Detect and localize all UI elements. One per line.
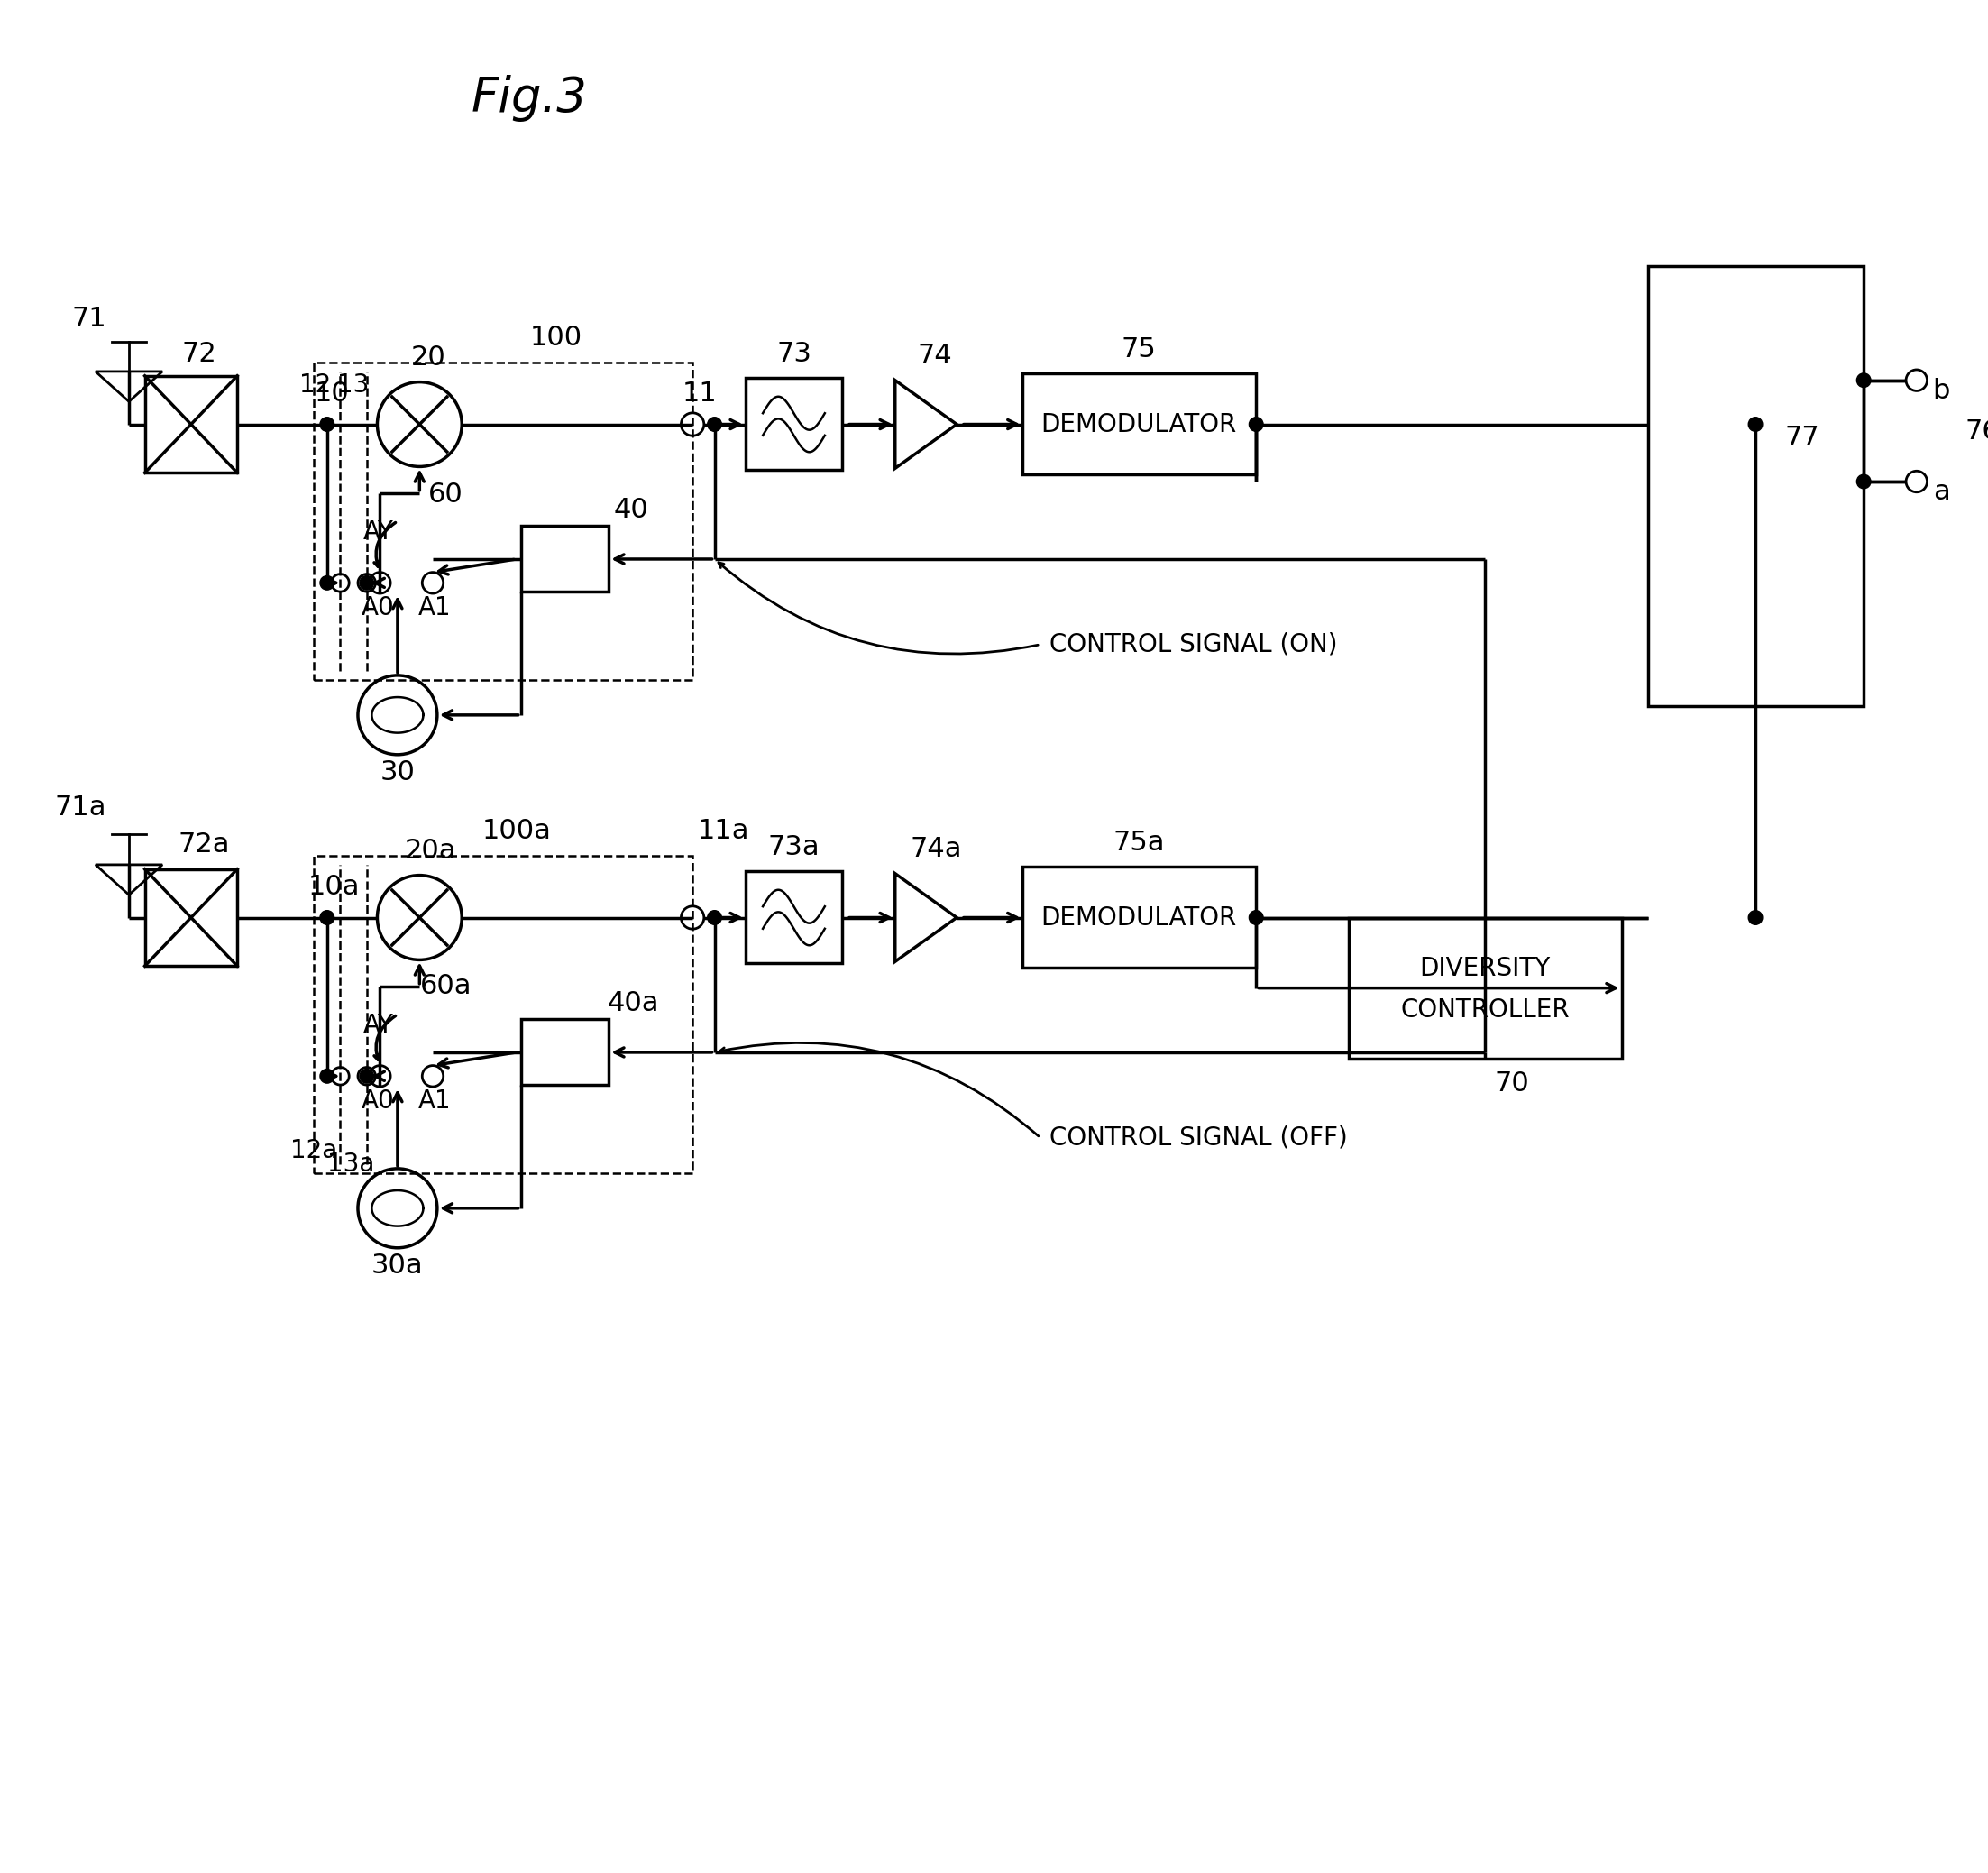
Text: 100a: 100a — [481, 819, 551, 845]
Text: 74: 74 — [916, 343, 952, 369]
Text: 13a: 13a — [328, 1152, 374, 1176]
Text: A1: A1 — [417, 596, 451, 620]
Text: b: b — [1932, 378, 1950, 405]
Text: 40: 40 — [614, 496, 648, 523]
Circle shape — [1857, 474, 1871, 489]
Text: AY: AY — [364, 519, 394, 545]
Text: 71: 71 — [72, 305, 107, 332]
Text: 12a: 12a — [290, 1139, 338, 1163]
Text: 20a: 20a — [404, 837, 455, 863]
Text: 72: 72 — [183, 341, 217, 367]
Text: 13: 13 — [338, 373, 370, 397]
Text: 11: 11 — [682, 380, 718, 406]
Circle shape — [1857, 373, 1871, 388]
Circle shape — [1747, 418, 1763, 431]
Circle shape — [360, 575, 374, 590]
Text: A0: A0 — [362, 1088, 396, 1113]
Bar — [1022, 373, 1256, 474]
Text: 60: 60 — [429, 481, 463, 508]
Bar — [314, 856, 692, 1172]
Circle shape — [1248, 418, 1262, 431]
Text: CONTROL SIGNAL (OFF): CONTROL SIGNAL (OFF) — [1050, 1126, 1348, 1150]
Circle shape — [320, 910, 334, 925]
Text: 10: 10 — [314, 380, 350, 406]
Circle shape — [320, 1069, 334, 1083]
Circle shape — [320, 575, 334, 590]
Text: 100: 100 — [531, 324, 582, 350]
Bar — [1348, 918, 1622, 1058]
Text: 20: 20 — [412, 345, 445, 371]
Bar — [1648, 266, 1865, 706]
Bar — [145, 869, 237, 966]
Text: CONTROL SIGNAL (ON): CONTROL SIGNAL (ON) — [1050, 631, 1338, 657]
Text: A1: A1 — [417, 1088, 451, 1113]
Bar — [746, 871, 843, 963]
Bar — [521, 526, 608, 592]
Circle shape — [708, 418, 722, 431]
Text: 60a: 60a — [419, 974, 471, 1000]
Text: 71a: 71a — [54, 794, 107, 820]
Text: AY: AY — [364, 1013, 394, 1038]
Text: DEMODULATOR: DEMODULATOR — [1042, 905, 1237, 931]
Bar — [1022, 867, 1256, 968]
Circle shape — [708, 910, 722, 925]
Text: CONTROLLER: CONTROLLER — [1400, 998, 1571, 1023]
Text: 75: 75 — [1121, 337, 1157, 363]
Text: 10a: 10a — [308, 873, 360, 899]
Text: 11a: 11a — [698, 819, 749, 845]
Text: 40a: 40a — [608, 991, 660, 1015]
Text: 70: 70 — [1495, 1069, 1529, 1096]
Text: A0: A0 — [362, 596, 396, 620]
Text: 76: 76 — [1966, 418, 1988, 444]
Circle shape — [1248, 910, 1262, 925]
Text: 77: 77 — [1785, 425, 1819, 451]
Text: 73a: 73a — [767, 833, 819, 860]
Bar — [746, 378, 843, 470]
Text: 30: 30 — [380, 759, 415, 785]
Text: a: a — [1932, 479, 1950, 506]
Circle shape — [1747, 910, 1763, 925]
Circle shape — [320, 418, 334, 431]
Text: 74a: 74a — [911, 835, 962, 862]
Bar — [314, 363, 692, 680]
Bar — [145, 376, 237, 472]
Text: 12: 12 — [300, 373, 332, 397]
Text: DEMODULATOR: DEMODULATOR — [1042, 412, 1237, 436]
Text: DIVERSITY: DIVERSITY — [1419, 955, 1551, 981]
Circle shape — [360, 1069, 374, 1083]
Text: 30a: 30a — [372, 1253, 423, 1279]
Text: 72a: 72a — [177, 832, 231, 858]
Text: 73: 73 — [775, 341, 811, 367]
Text: 75a: 75a — [1113, 830, 1165, 856]
Bar — [521, 1019, 608, 1084]
Text: Fig.3: Fig.3 — [471, 75, 588, 122]
